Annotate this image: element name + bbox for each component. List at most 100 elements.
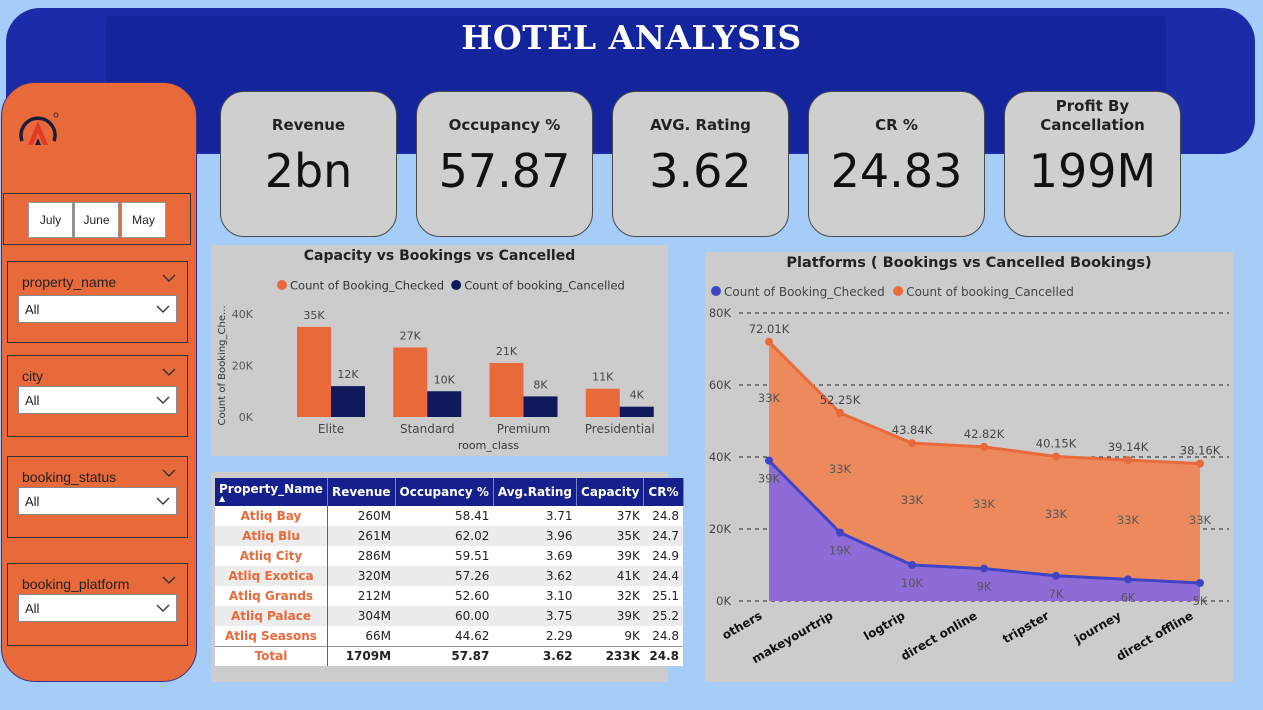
point-checked xyxy=(1124,575,1132,584)
property-table: Property_Name ▲ Revenue Occupancy % Avg.R… xyxy=(215,478,684,666)
cell-revenue: 320M xyxy=(327,566,396,586)
cell-cr: 24.8 xyxy=(643,506,683,526)
y-tick-label: 40K xyxy=(232,308,254,321)
booking-status-select[interactable]: All xyxy=(18,487,177,515)
chevron-down-icon[interactable] xyxy=(162,367,176,377)
cell-cr: 25.1 xyxy=(643,586,683,606)
cell-capacity: 39K xyxy=(576,606,644,626)
city-select[interactable]: All xyxy=(18,386,177,414)
cell-occupancy: 62.02 xyxy=(395,526,494,546)
table-row[interactable]: Atliq Blu 261M 62.02 3.96 35K 24.7 xyxy=(215,526,683,546)
cell-cr: 24.4 xyxy=(643,566,683,586)
chevron-down-icon[interactable] xyxy=(162,273,176,283)
point-cancelled xyxy=(1196,459,1204,468)
bar-cancelled xyxy=(427,391,462,417)
sidebar xyxy=(1,82,197,682)
cell-occupancy: 58.41 xyxy=(395,506,494,526)
table-row[interactable]: Atliq Bay 260M 58.41 3.71 37K 24.8 xyxy=(215,506,683,526)
bar-cancelled xyxy=(619,406,654,417)
data-label: 10K xyxy=(434,373,456,386)
data-label: 43.84K xyxy=(892,423,933,437)
cell-capacity: 9K xyxy=(576,626,644,646)
data-label: 38.16K xyxy=(1180,444,1221,458)
month-june-button[interactable]: June xyxy=(74,202,119,238)
filter-value: All xyxy=(25,601,40,616)
point-checked xyxy=(765,456,773,465)
filter-label: property_name xyxy=(22,274,117,290)
data-label: 11K xyxy=(592,371,614,384)
y-tick-label: 20K xyxy=(709,522,732,536)
cell-capacity: 41K xyxy=(576,566,644,586)
cell-property-name: Atliq Bay xyxy=(215,506,328,526)
cell-capacity: 37K xyxy=(576,506,644,526)
x-tick-label: Elite xyxy=(318,422,344,436)
point-checked xyxy=(908,561,916,569)
table-row[interactable]: Atliq Grands 212M 52.60 3.10 32K 25.1 xyxy=(215,586,683,606)
cell-avg-rating: 2.29 xyxy=(493,626,577,646)
data-label: 33K xyxy=(1117,513,1140,527)
column-header-avg-rating[interactable]: Avg.Rating xyxy=(493,478,578,506)
chevron-down-icon[interactable] xyxy=(162,575,176,585)
table-row[interactable]: Atliq City 286M 59.51 3.69 39K 24.9 xyxy=(215,546,683,566)
x-tick-label: journey xyxy=(1071,608,1123,646)
month-slicer: July June May xyxy=(3,193,191,245)
cell-property-name: Atliq Palace xyxy=(215,606,328,626)
point-checked xyxy=(1052,571,1060,580)
property-name-filter: property_name All xyxy=(7,261,188,343)
chevron-down-icon xyxy=(156,604,170,612)
booking-platform-select[interactable]: All xyxy=(18,594,177,622)
cell-property-name: Atliq City xyxy=(215,546,328,566)
table-row[interactable]: Atliq Palace 304M 60.00 3.75 39K 25.2 xyxy=(215,606,683,626)
data-label: 5K xyxy=(1193,594,1208,608)
filter-value: All xyxy=(25,393,40,408)
kpi-label: Profit By Cancellation xyxy=(1040,97,1145,134)
legend-marker xyxy=(893,286,904,296)
month-july-button[interactable]: July xyxy=(28,202,73,238)
area-chart: Count of Booking_Checked Count of booking… xyxy=(709,285,1229,666)
legend-label: Count of Booking_Checked xyxy=(724,285,885,299)
x-tick-label: tripster xyxy=(1000,608,1051,646)
kpi-label: CR % xyxy=(875,116,918,134)
chevron-down-icon xyxy=(156,497,170,505)
table-row[interactable]: Atliq Seasons 66M 44.62 2.29 9K 24.8 xyxy=(215,626,683,646)
area-cancelled xyxy=(769,341,1200,601)
kpi-card-revenue: Revenue 2bn xyxy=(220,91,397,237)
chart-title: Capacity vs Bookings vs Cancelled xyxy=(303,248,576,264)
column-header-cr[interactable]: CR% xyxy=(643,478,684,506)
bar-checked xyxy=(489,362,524,417)
property-name-select[interactable]: All xyxy=(18,295,177,323)
cell-capacity: 35K xyxy=(576,526,644,546)
data-label: 33K xyxy=(829,462,852,476)
column-header-occupancy[interactable]: Occupancy % xyxy=(395,478,494,506)
cell-cr: 24.7 xyxy=(643,526,683,546)
data-label: 33K xyxy=(1045,507,1068,521)
table-total-row: Total 1709M 57.87 3.62 233K 24.8 xyxy=(215,645,683,666)
column-header-capacity[interactable]: Capacity xyxy=(576,478,645,506)
column-header-revenue[interactable]: Revenue xyxy=(327,478,396,506)
x-axis-label: room_class xyxy=(458,439,520,452)
data-label: 12K xyxy=(337,368,359,381)
kpi-value: 3.62 xyxy=(649,144,752,198)
x-tick-label: Standard xyxy=(400,422,455,436)
page-title: HOTEL ANALYSIS xyxy=(461,18,802,57)
data-label: 27K xyxy=(400,329,422,342)
data-label: 6K xyxy=(1121,590,1136,604)
legend-marker xyxy=(277,280,287,290)
cell-avg-rating: 3.75 xyxy=(493,606,577,626)
bar-chart-panel: Capacity vs Bookings vs Cancelled Count … xyxy=(211,245,668,456)
column-header-property-name[interactable]: Property_Name ▲ xyxy=(215,478,328,506)
y-tick-label: 0K xyxy=(239,411,254,424)
cell-total-occupancy: 57.87 xyxy=(395,645,494,666)
chevron-down-icon[interactable] xyxy=(162,468,176,478)
cell-cr: 24.8 xyxy=(643,626,683,646)
chevron-down-icon xyxy=(156,305,170,313)
legend-label: Count of booking_Cancelled xyxy=(464,279,625,293)
month-may-button[interactable]: May xyxy=(121,202,166,238)
cell-occupancy: 59.51 xyxy=(395,546,494,566)
legend-marker xyxy=(451,280,462,290)
y-tick-label: 80K xyxy=(709,306,732,320)
table-row[interactable]: Atliq Exotica 320M 57.26 3.62 41K 24.4 xyxy=(215,566,683,586)
cell-cr: 25.2 xyxy=(643,606,683,626)
y-axis-label: Count of Booking_Che... xyxy=(217,305,228,425)
chevron-down-icon xyxy=(156,396,170,404)
